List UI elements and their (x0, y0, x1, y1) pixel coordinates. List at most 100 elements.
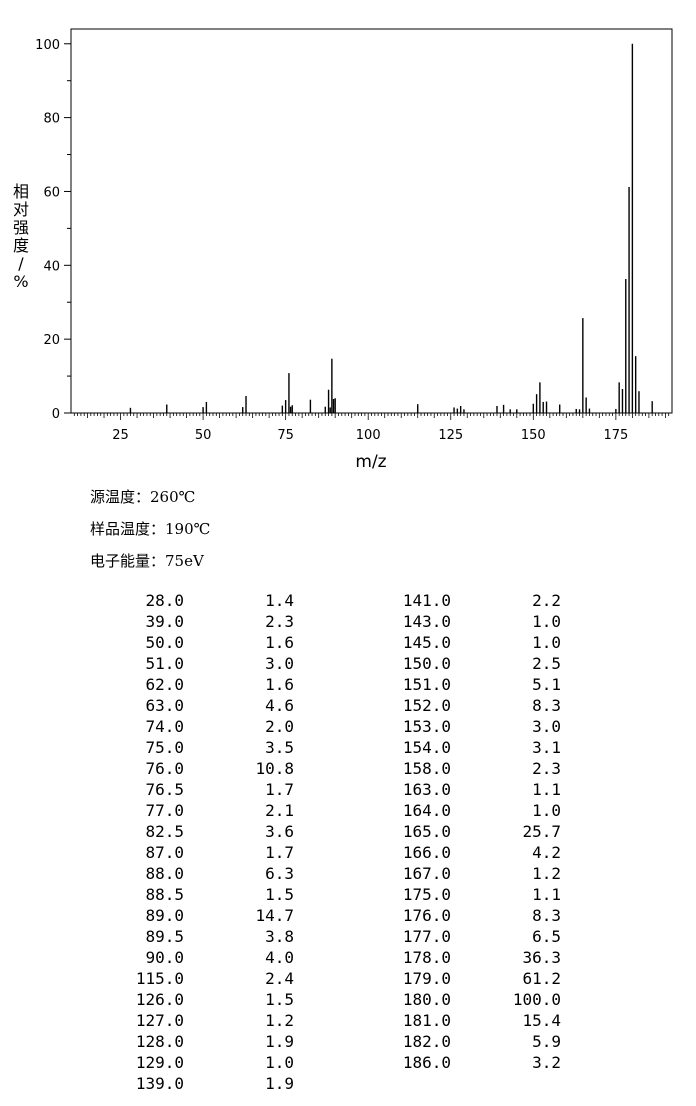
peak-abundance: 2.2 (532, 591, 561, 610)
peak-mz: 186.0 (402, 1053, 451, 1072)
peak-row: 182.0 5.9 (391, 1031, 561, 1052)
peak-mz: 143.0 (402, 612, 451, 631)
peak-mz: 89.0 (145, 906, 184, 925)
peak-mz: 145.0 (402, 633, 451, 652)
peak-abundance: 1.1 (532, 885, 561, 904)
peak-row: 164.0 1.0 (391, 800, 561, 821)
peak-row: 88.5 1.5 (124, 884, 294, 905)
peak-abundance: 1.5 (265, 990, 294, 1009)
peak-mz: 167.0 (402, 864, 451, 883)
x-tick-label: 25 (112, 428, 129, 443)
peak-mz: 163.0 (402, 780, 451, 799)
peak-abundance: 14.7 (255, 906, 294, 925)
peak-mz: 176.0 (402, 906, 451, 925)
peak-mz: 82.5 (145, 822, 184, 841)
peak-mz: 115.0 (135, 969, 184, 988)
peak-mz: 127.0 (135, 1011, 184, 1030)
peak-abundance: 5.1 (532, 675, 561, 694)
peak-row: 63.0 4.6 (124, 695, 294, 716)
peak-abundance: 1.2 (532, 864, 561, 883)
electron-energy: 电子能量：75eV (90, 552, 204, 570)
peak-abundance: 1.1 (532, 780, 561, 799)
peak-row: 28.0 1.4 (124, 590, 294, 611)
peak-row: 186.0 3.2 (391, 1052, 561, 1073)
peak-abundance: 4.2 (532, 843, 561, 862)
peak-row: 153.0 3.0 (391, 716, 561, 737)
peak-row: 75.0 3.5 (124, 737, 294, 758)
peak-mz: 63.0 (145, 696, 184, 715)
peak-mz: 87.0 (145, 843, 184, 862)
peak-abundance: 1.0 (532, 801, 561, 820)
peak-abundance: 3.6 (265, 822, 294, 841)
peak-row: 141.0 2.2 (391, 590, 561, 611)
y-axis-label-char: % (13, 272, 29, 291)
peak-table-left: 28.0 1.4 39.0 2.3 50.0 1.6 51.0 3.0 62.0 1.6 63.0 4… (124, 590, 294, 1094)
peak-abundance: 2.1 (265, 801, 294, 820)
peak-abundance: 1.6 (265, 675, 294, 694)
peak-abundance: 1.2 (265, 1011, 294, 1030)
peak-row: 179.0 61.2 (391, 968, 561, 989)
peak-abundance: 3.2 (532, 1053, 561, 1072)
peak-row: 178.0 36.3 (391, 947, 561, 968)
x-tick-label: 100 (356, 428, 381, 443)
x-tick-label: 150 (521, 428, 546, 443)
peak-abundance: 6.3 (265, 864, 294, 883)
peak-abundance: 15.4 (522, 1011, 561, 1030)
x-axis-label: m/z (355, 452, 386, 472)
peak-table-right: 141.0 2.2 143.0 1.0 145.0 1.0 150.0 2.5 151.0 5.1… (391, 590, 561, 1073)
peak-row: 152.0 8.3 (391, 695, 561, 716)
x-tick-label: 75 (277, 428, 294, 443)
peak-abundance: 3.0 (265, 654, 294, 673)
peak-abundance: 2.3 (532, 759, 561, 778)
peak-row: 87.0 1.7 (124, 842, 294, 863)
peak-mz: 182.0 (402, 1032, 451, 1051)
peak-abundance: 4.0 (265, 948, 294, 967)
y-tick-label: 60 (43, 185, 60, 200)
peak-mz: 88.5 (145, 885, 184, 904)
plot-frame (70, 28, 673, 414)
y-axis-label: 相对强度 /% (10, 183, 32, 291)
peak-mz: 178.0 (402, 948, 451, 967)
peak-mz: 126.0 (135, 990, 184, 1009)
peak-abundance: 1.7 (265, 780, 294, 799)
peak-row: 74.0 2.0 (124, 716, 294, 737)
y-tick-label: 20 (43, 333, 60, 348)
peak-abundance: 8.3 (532, 906, 561, 925)
peak-row: 90.0 4.0 (124, 947, 294, 968)
mass-spectrum-chart: 0 20 40 60 80 100 25 50 75 100 125 150 175 m/z (35, 28, 673, 472)
peak-abundance: 2.4 (265, 969, 294, 988)
peak-row: 181.0 15.4 (391, 1010, 561, 1031)
peak-mz: 88.0 (145, 864, 184, 883)
peak-mz: 152.0 (402, 696, 451, 715)
peak-row: 176.0 8.3 (391, 905, 561, 926)
peak-mz: 181.0 (402, 1011, 451, 1030)
peak-row: 115.0 2.4 (124, 968, 294, 989)
peak-row: 82.5 3.6 (124, 821, 294, 842)
peak-abundance: 3.5 (265, 738, 294, 757)
spectrum-peaks (129, 43, 653, 413)
y-axis-label-char: / (18, 254, 24, 273)
peak-row: 129.0 1.0 (124, 1052, 294, 1073)
peak-row: 166.0 4.2 (391, 842, 561, 863)
peak-mz: 150.0 (402, 654, 451, 673)
peak-row: 158.0 2.3 (391, 758, 561, 779)
y-axis-label-char: 相 (12, 182, 29, 201)
peak-mz: 177.0 (402, 927, 451, 946)
peak-abundance: 3.8 (265, 927, 294, 946)
y-axis-label-char: 度 (12, 236, 29, 255)
y-tick-label: 0 (52, 407, 60, 422)
peak-mz: 28.0 (145, 591, 184, 610)
peak-mz: 50.0 (145, 633, 184, 652)
peak-abundance: 2.3 (265, 612, 294, 631)
peak-row: 76.5 1.7 (124, 779, 294, 800)
peak-abundance: 8.3 (532, 696, 561, 715)
peak-row: 180.0 100.0 (391, 989, 561, 1010)
peak-row: 51.0 3.0 (124, 653, 294, 674)
peak-mz: 158.0 (402, 759, 451, 778)
y-tick-label: 80 (43, 112, 60, 127)
y-axis-label-char: 强 (12, 218, 29, 237)
peak-abundance: 1.0 (532, 633, 561, 652)
peak-mz: 180.0 (402, 990, 451, 1009)
peak-mz: 165.0 (402, 822, 451, 841)
peak-abundance: 6.5 (532, 927, 561, 946)
